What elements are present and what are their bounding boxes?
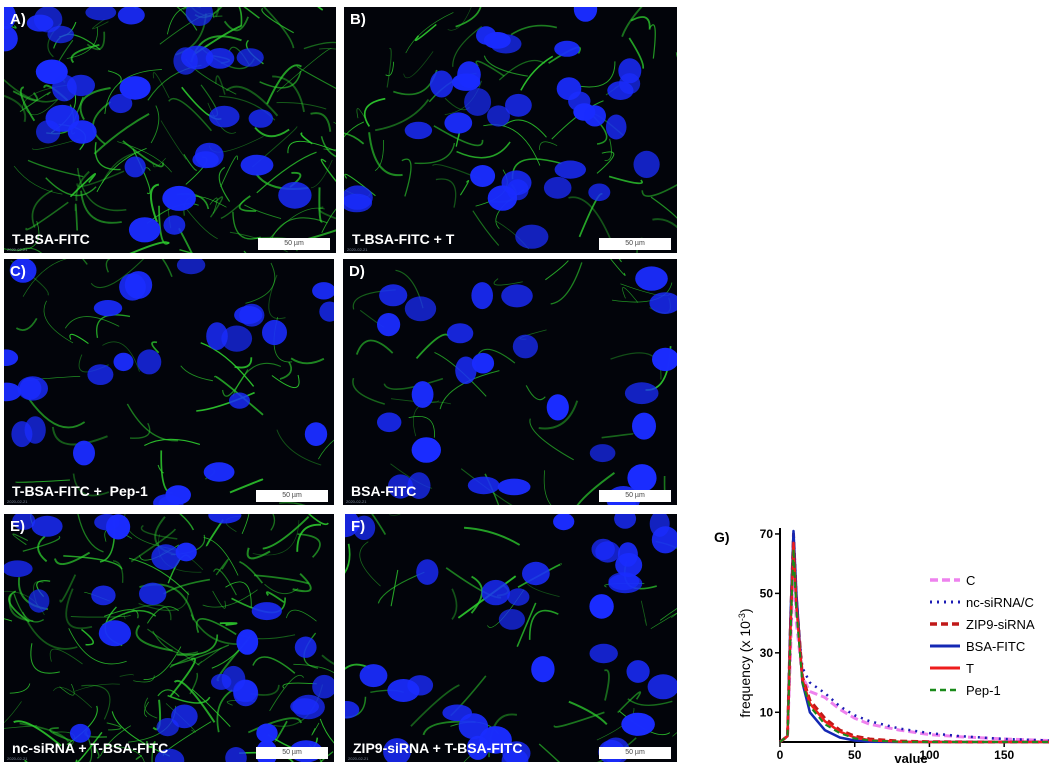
- panel-caption: T-BSA-FITC + T: [352, 231, 455, 247]
- legend-label: BSA-FITC: [966, 639, 1025, 654]
- panel-letter: A): [10, 11, 26, 28]
- micrograph-panel-a: A) T-BSA-FITC 50 µm 2020-02-21: [4, 7, 336, 253]
- micrograph-panel-b: B) T-BSA-FITC + T 50 µm 2020-02-21: [344, 7, 677, 253]
- micrograph-panel-c: C) T-BSA-FITC + Pep-1 50 µm 2020-02-21: [4, 259, 334, 505]
- micrograph-panel-d: D) BSA-FITC 50 µm 2020-02-21: [343, 259, 677, 505]
- image-stamp: 2020-02-21: [348, 756, 369, 761]
- scale-bar: 50 µm: [599, 490, 671, 502]
- y-axis-label-exponent: -3: [737, 613, 747, 621]
- panel-caption: nc-siRNA + T-BSA-FITC: [12, 740, 169, 756]
- image-stamp: 2020-02-21: [347, 247, 368, 252]
- image-stamp: 2020-02-21: [346, 499, 367, 504]
- image-stamp: 2020-02-21: [7, 499, 28, 504]
- chart-axes: 0 50 100 150 10 30 50 70: [760, 527, 1049, 762]
- legend-label: C: [966, 573, 975, 588]
- panel-letter: F): [351, 518, 366, 535]
- legend-label: T: [966, 661, 974, 676]
- legend-label: Pep-1: [966, 683, 1001, 698]
- y-tick-label: 50: [760, 586, 774, 600]
- micrograph-image: [4, 514, 334, 762]
- y-axis-label-text: frequency (x 10: [737, 621, 753, 718]
- chart-series: [779, 529, 1050, 744]
- micrograph-image: [4, 259, 334, 505]
- x-tick-label: 150: [994, 748, 1014, 762]
- y-axis-label-close: ): [737, 608, 753, 613]
- y-tick-label: 70: [760, 527, 774, 541]
- panel-caption: T-BSA-FITC: [12, 231, 90, 247]
- series-line-2: [779, 532, 1049, 744]
- scale-bar: 50 µm: [258, 238, 330, 250]
- micrograph-panel-f: F) ZIP9-siRNA + T-BSA-FITC 50 µm 2020-02…: [345, 514, 677, 762]
- panel-caption: T-BSA-FITC + Pep-1: [12, 483, 148, 499]
- x-tick-label: 50: [848, 748, 862, 762]
- image-stamp: 2020-02-21: [7, 247, 28, 252]
- frequency-chart: G) frequency (x 10-3) value 0 50 100 150 10 3…: [714, 527, 1050, 766]
- scale-bar: 50 µm: [599, 238, 671, 250]
- panel-caption: BSA-FITC: [351, 483, 417, 499]
- y-tick-label: 10: [760, 705, 774, 719]
- panel-letter: B): [350, 11, 366, 28]
- scale-bar: 50 µm: [599, 747, 671, 759]
- micrograph-image: [343, 259, 677, 505]
- image-stamp: 2020-02-21: [7, 756, 28, 761]
- series-line-5: [779, 547, 1049, 743]
- panel-letter: C): [10, 263, 26, 280]
- micrograph-image: [345, 514, 677, 762]
- legend-label: ZIP9-siRNA: [966, 617, 1035, 632]
- legend-label: nc-siRNA/C: [966, 595, 1034, 610]
- x-axis-label: value: [894, 751, 927, 766]
- y-tick-label: 30: [760, 646, 774, 660]
- micrograph-panel-e: E) nc-siRNA + T-BSA-FITC 50 µm 2020-02-2…: [4, 514, 334, 762]
- x-tick-label: 100: [919, 748, 939, 762]
- y-axis-label: frequency (x 10-3): [737, 608, 753, 717]
- series-line-1: [779, 538, 1050, 743]
- chart-panel-label: G): [714, 529, 730, 545]
- panel-caption: ZIP9-siRNA + T-BSA-FITC: [353, 740, 523, 756]
- panel-letter: D): [349, 263, 365, 280]
- scale-bar: 50 µm: [256, 490, 328, 502]
- micrograph-image: [344, 7, 677, 253]
- scale-bar: 50 µm: [256, 747, 328, 759]
- panel-letter: E): [10, 518, 25, 535]
- chart-legend: Cnc-siRNA/C ZIP9-siRNA BSA-FITC T Pep-1: [930, 573, 1035, 698]
- x-tick-label: 0: [777, 748, 784, 762]
- micrograph-image: [4, 7, 336, 253]
- series-line-3: [779, 529, 1049, 744]
